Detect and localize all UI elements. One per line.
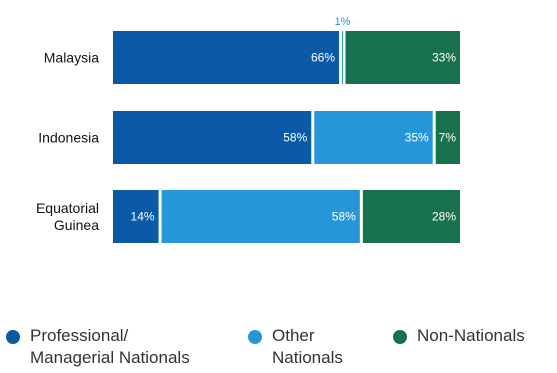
category-label: Malaysia (44, 50, 99, 66)
legend-label-line-1: Professional/ (30, 326, 129, 345)
legend-swatch (6, 330, 20, 344)
data-label: 7% (439, 131, 457, 145)
data-label: 58% (283, 131, 307, 145)
category-label: Guinea (54, 217, 99, 233)
legend-label-line-1: Non-Nationals (417, 326, 525, 345)
bar-segment (113, 31, 340, 84)
data-label: 28% (432, 210, 456, 224)
data-label: 1% (335, 16, 351, 28)
bar-segment (314, 111, 433, 164)
category-label: Equatorial (36, 200, 99, 216)
data-label: 14% (131, 210, 155, 224)
legend-label-line-1: Other (272, 326, 315, 345)
legend-item-other-nationals: Other Nationals (248, 325, 343, 369)
legend-swatch (393, 330, 407, 344)
data-label: 33% (432, 51, 456, 65)
legend-swatch (248, 330, 262, 344)
legend-label-line-2: Nationals (272, 348, 343, 367)
data-label: 35% (405, 131, 429, 145)
legend-item-non-nationals: Non-Nationals (393, 325, 525, 347)
bar-segment (435, 111, 460, 164)
legend-item-professional-managerial-nationals: Professional/ Managerial Nationals (6, 325, 190, 369)
bar-segment (345, 31, 460, 84)
bar-segment (113, 190, 159, 243)
stacked-bar-chart: Malaysia 66% 1% 33% Indonesia 58% 35% 7% Equator… (36, 16, 460, 243)
bar-segment (113, 111, 312, 164)
legend: Professional/ Managerial Nationals Other… (0, 325, 557, 373)
data-label: 66% (311, 51, 335, 65)
category-label: Indonesia (38, 130, 99, 146)
bar-segment (342, 31, 344, 84)
bar-segment (362, 190, 460, 243)
legend-label-line-2: Managerial Nationals (30, 348, 190, 367)
data-label: 58% (332, 210, 356, 224)
bar-segment (161, 190, 360, 243)
